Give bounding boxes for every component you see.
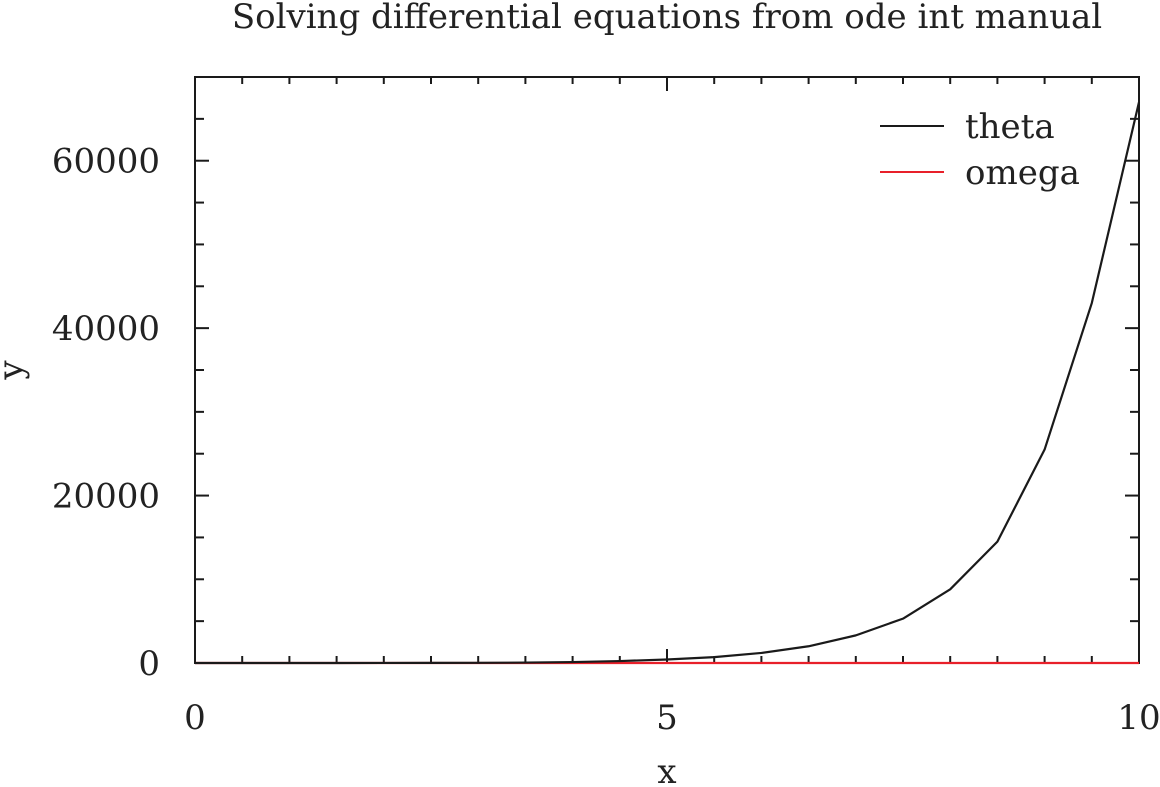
legend-label-theta: theta	[965, 107, 1055, 147]
y-tick-label: 60000	[52, 142, 160, 182]
x-tick-labels: 0 5 10	[184, 698, 1160, 738]
series-line-theta	[195, 101, 1141, 665]
y-tick-label: 20000	[52, 477, 160, 517]
y-tick-label: 40000	[52, 309, 160, 349]
x-axis-label: x	[657, 752, 676, 787]
x-tick-label: 0	[184, 698, 206, 738]
y-tick-label: 0	[138, 644, 160, 684]
x-tick-label: 10	[1117, 698, 1160, 738]
y-axis-label: y	[0, 360, 31, 381]
x-tick-label: 5	[656, 698, 678, 738]
series-lines	[195, 101, 1141, 665]
legend: theta omega	[880, 107, 1080, 193]
y-tick-labels: 0 20000 40000 60000	[52, 142, 160, 684]
legend-label-omega: omega	[965, 153, 1080, 193]
chart-title: Solving differential equations from ode …	[232, 0, 1102, 37]
